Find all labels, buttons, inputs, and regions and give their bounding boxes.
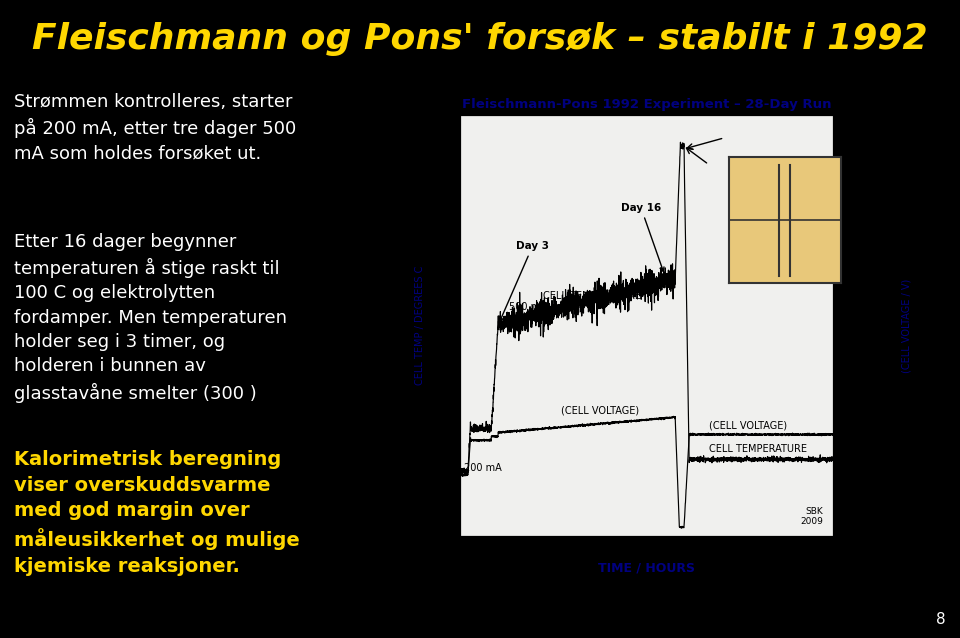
- Text: CELL TEMPERATURE: CELL TEMPERATURE: [708, 443, 806, 454]
- Text: (CELL VOLTAGE): (CELL VOLTAGE): [708, 420, 787, 431]
- Text: Kalorimetrisk beregning
viser overskuddsvarme
med god margin over
måleusikkerhet: Kalorimetrisk beregning viser overskudds…: [14, 450, 300, 576]
- Text: Etter 16 dager begynner
temperaturen å stige raskt til
100 C og elektrolytten
fo: Etter 16 dager begynner temperaturen å s…: [14, 233, 287, 403]
- X-axis label: TIME / HOURS: TIME / HOURS: [598, 561, 695, 574]
- Text: Strømmen kontrolleres, starter
på 200 mA, etter tre dager 500
mA som holdes fors: Strømmen kontrolleres, starter på 200 mA…: [14, 93, 297, 162]
- Y-axis label: CELL TEMP / DEGREES C: CELL TEMP / DEGREES C: [416, 265, 425, 385]
- Text: CELL TEMPERATURE: CELL TEMPERATURE: [543, 290, 641, 300]
- Text: SBK
2009: SBK 2009: [800, 507, 823, 526]
- Text: Day 16: Day 16: [621, 202, 664, 272]
- Title: Fleischmann-Pons 1992 Experiment – 28-Day Run: Fleischmann-Pons 1992 Experiment – 28-Da…: [462, 98, 831, 111]
- Text: 8: 8: [936, 611, 946, 627]
- Text: (CELL VOLTAGE): (CELL VOLTAGE): [561, 405, 639, 415]
- Text: Day 3: Day 3: [499, 241, 549, 322]
- Text: Fleischmann og Pons' forsøk – stabilt i 1992: Fleischmann og Pons' forsøk – stabilt i …: [33, 22, 927, 56]
- Y-axis label: (CELL VOLTAGE / V): (CELL VOLTAGE / V): [901, 278, 911, 373]
- Text: 200 mA: 200 mA: [465, 463, 502, 473]
- Text: 500 mA: 500 mA: [510, 302, 547, 312]
